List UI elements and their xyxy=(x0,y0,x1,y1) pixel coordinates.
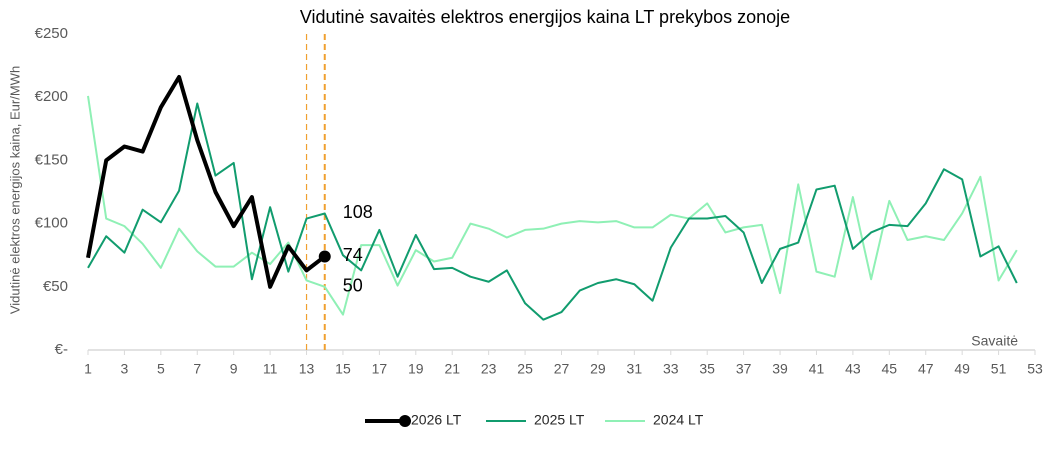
x-tick-label: 13 xyxy=(299,361,315,377)
legend-label: 2024 LT xyxy=(653,412,704,428)
y-axis-label: Vidutinė elektros energijos kaina, Eur/M… xyxy=(7,66,22,314)
x-tick-label: 37 xyxy=(736,361,752,377)
data-label: 108 xyxy=(343,202,373,222)
x-tick-label: 31 xyxy=(627,361,643,377)
x-tick-label: 1 xyxy=(84,361,92,377)
x-tick-label: 7 xyxy=(193,361,201,377)
x-tick-label: 33 xyxy=(663,361,679,377)
x-tick-label: 17 xyxy=(372,361,388,377)
point-marker xyxy=(318,250,331,263)
x-tick-label: 27 xyxy=(554,361,570,377)
x-tick-label: 29 xyxy=(590,361,606,377)
y-tick-label: €200 xyxy=(35,88,68,105)
x-tick-label: 49 xyxy=(954,361,970,377)
y-tick-label: €150 xyxy=(35,151,68,168)
y-tick-label: €250 xyxy=(35,25,68,42)
x-tick-label: 51 xyxy=(991,361,1007,377)
x-tick-label: 23 xyxy=(481,361,497,377)
x-tick-label: 25 xyxy=(517,361,533,377)
data-label: 50 xyxy=(343,276,363,296)
x-tick-label: 53 xyxy=(1027,361,1043,377)
series-line xyxy=(87,95,1018,316)
x-tick-label: 35 xyxy=(699,361,715,377)
x-tick-label: 39 xyxy=(772,361,788,377)
chart-title: Vidutinė savaitės elektros energijos kai… xyxy=(300,7,790,27)
x-tick-label: 11 xyxy=(263,361,278,377)
x-tick-label: 45 xyxy=(882,361,898,377)
series-line xyxy=(87,102,1018,321)
x-tick-label: 21 xyxy=(444,361,460,377)
legend-label: 2025 LT xyxy=(534,412,585,428)
x-tick-label: 3 xyxy=(121,361,129,377)
legend-label: 2026 LT xyxy=(411,412,462,428)
x-tick-label: 5 xyxy=(157,361,165,377)
x-tick-label: 47 xyxy=(918,361,934,377)
x-axis-label: Savaitė xyxy=(971,333,1018,349)
x-tick-label: 15 xyxy=(335,361,351,377)
x-tick-label: 19 xyxy=(408,361,424,377)
y-tick-label: €100 xyxy=(35,215,68,232)
x-tick-label: 41 xyxy=(809,361,825,377)
x-tick-label: 43 xyxy=(845,361,861,377)
y-tick-label: €- xyxy=(55,341,68,358)
series-line xyxy=(86,74,326,289)
y-tick-label: €50 xyxy=(43,278,68,295)
data-label: 74 xyxy=(343,245,363,265)
x-tick-label: 9 xyxy=(230,361,238,377)
legend-marker xyxy=(399,415,411,427)
